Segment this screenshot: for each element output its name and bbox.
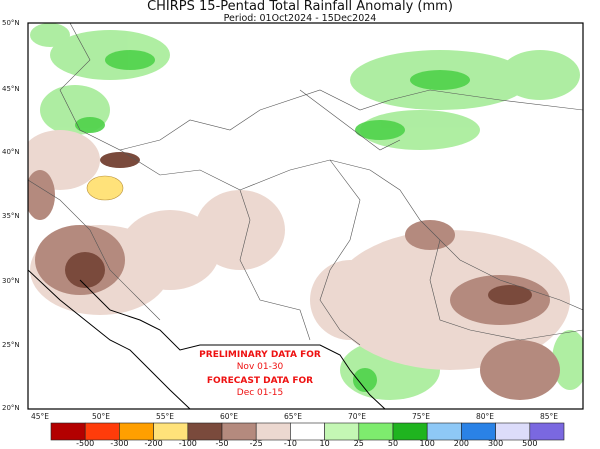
colorbar-label: 500: [522, 439, 538, 448]
colorbar-swatch: [187, 422, 223, 441]
colorbar-swatch: [426, 422, 462, 441]
colorbar-label: 10: [319, 439, 330, 448]
colorbar-label: -300: [110, 439, 129, 448]
lat-label: 20°N: [2, 404, 20, 412]
colorbar-label: -200: [144, 439, 163, 448]
lat-label: 50°N: [2, 19, 20, 27]
colorbar-swatch: [358, 422, 394, 441]
map-frame: [27, 22, 584, 410]
lon-label: 55°E: [155, 412, 175, 421]
colorbar-swatch: [461, 422, 496, 441]
lat-label: 30°N: [2, 277, 20, 285]
colorbar-swatch: [153, 422, 189, 441]
colorbar-swatch: [290, 422, 325, 441]
colorbar-label: -50: [215, 439, 229, 448]
colorbar-swatch: [255, 422, 291, 441]
colorbar-label: 200: [453, 439, 470, 448]
lat-label: 45°N: [2, 85, 20, 93]
colorbar-swatch: [324, 422, 360, 441]
forecast-label: FORECAST DATA FOR: [206, 376, 314, 386]
colorbar-label: 100: [419, 439, 435, 448]
colorbar-swatch: [50, 422, 86, 441]
preliminary-label: PRELIMINARY DATA FOR: [199, 350, 321, 360]
colorbar-label: 300: [487, 439, 504, 448]
lat-label: 40°N: [2, 148, 20, 156]
colorbar-label: -100: [178, 439, 197, 448]
dry-anomaly-areas: [28, 130, 570, 400]
lon-label: 85°E: [539, 412, 559, 421]
colorbar-swatch: [392, 422, 428, 441]
map-title: CHIRPS 15-Pentad Total Rainfall Anomaly …: [147, 0, 453, 14]
country-borders: [28, 23, 583, 346]
colorbar-label: -500: [76, 439, 95, 448]
colorbar-swatch: [119, 422, 154, 441]
colorbar-label: -10: [283, 439, 297, 448]
lon-label: 75°E: [411, 412, 431, 421]
lon-label: 50°E: [91, 412, 111, 421]
lon-label: 70°E: [347, 412, 367, 421]
lon-label: 45°E: [30, 412, 50, 421]
lat-label: 35°N: [2, 212, 20, 220]
colorbar-swatch: [84, 422, 120, 441]
lon-label: 65°E: [283, 412, 303, 421]
map-subtitle: Period: 01Oct2024 - 15Dec2024: [223, 13, 377, 24]
lon-label: 80°E: [475, 412, 495, 421]
colorbar-label: 25: [353, 439, 364, 448]
colorbar-label: -25: [249, 439, 263, 448]
forecast-dates: Dec 01-15: [236, 388, 284, 398]
lon-label: 60°E: [219, 412, 239, 421]
preliminary-dates: Nov 01-30: [236, 362, 284, 372]
colorbar-swatch: [495, 422, 531, 441]
colorbar-swatch: [529, 422, 565, 441]
coastlines: [28, 269, 386, 409]
colorbar-swatch: [221, 422, 257, 441]
colorbar-label: 50: [387, 439, 399, 448]
lat-label: 25°N: [2, 341, 20, 349]
